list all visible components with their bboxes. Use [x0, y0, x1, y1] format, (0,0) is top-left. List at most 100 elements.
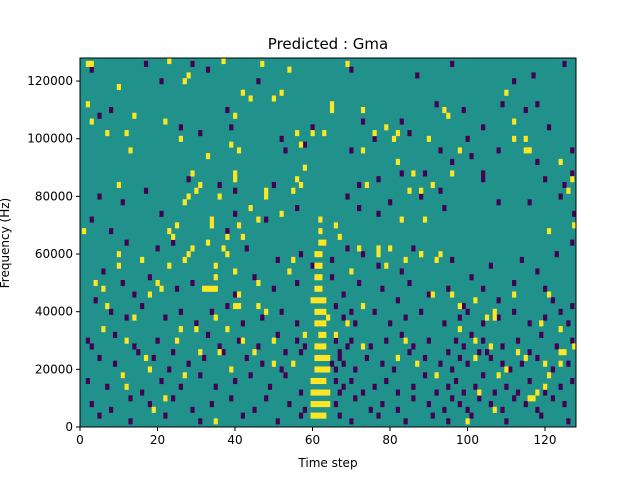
low-cell-250: [504, 383, 509, 390]
low-cell-266: [287, 401, 292, 408]
low-cell-55: [97, 193, 102, 200]
low-cell-73: [109, 228, 114, 235]
low-cell-141: [419, 308, 424, 315]
low-cell-202: [353, 366, 358, 373]
low-cell-119: [558, 308, 563, 315]
low-cell-258: [128, 395, 133, 402]
high-cell-60: [202, 285, 207, 292]
high-cell-192: [182, 372, 187, 379]
low-cell-198: [329, 360, 335, 367]
low-cell-122: [109, 308, 114, 315]
low-cell-166: [337, 349, 342, 356]
low-cell-116: [512, 279, 517, 287]
low-cell-32: [302, 141, 307, 148]
high-cell-85: [240, 337, 245, 344]
low-cell-191: [186, 360, 191, 367]
low-cell-195: [260, 360, 265, 367]
high-cell-68: [213, 274, 218, 281]
high-cell-161: [376, 245, 381, 252]
low-cell-41: [481, 170, 486, 177]
high-cell-61: [205, 285, 211, 292]
low-cell-15: [500, 101, 505, 108]
low-cell-175: [453, 337, 459, 344]
low-cell-83: [345, 245, 350, 252]
low-cell-91: [519, 256, 524, 263]
low-cell-275: [426, 401, 431, 408]
low-cell-106: [341, 291, 346, 298]
high-cell-214: [546, 372, 552, 379]
low-cell-280: [477, 395, 482, 402]
low-cell-251: [515, 389, 521, 396]
low-cell-10: [531, 72, 536, 79]
low-cell-158: [217, 343, 222, 350]
high-cell-1: [89, 60, 94, 67]
high-cell-94: [403, 337, 408, 344]
high-cell-191: [163, 395, 168, 402]
low-cell-303: [566, 418, 571, 425]
low-cell-185: [570, 337, 575, 344]
low-cell-17: [225, 107, 230, 114]
low-cell-230: [267, 383, 273, 390]
y-tick-label-0: 0: [65, 420, 73, 434]
low-cell-200: [337, 354, 342, 361]
high-cell-102: [473, 337, 478, 344]
y-tick-label-2: 40000: [35, 305, 73, 319]
high-cell-168: [291, 256, 296, 263]
y-tick-label-5: 100000: [27, 132, 73, 146]
low-cell-120: [570, 303, 575, 310]
x-axis-label: Time step: [297, 456, 357, 470]
high-cell-22: [314, 377, 319, 385]
low-cell-282: [500, 406, 505, 413]
high-cell-186: [190, 170, 195, 177]
high-cell-47: [322, 297, 327, 304]
low-cell-232: [298, 389, 304, 396]
low-cell-279: [465, 406, 470, 413]
low-cell-170: [384, 337, 389, 344]
low-cell-49: [399, 170, 404, 177]
high-cell-231: [364, 181, 369, 189]
high-cell-188: [128, 147, 133, 154]
plot-frame: [79, 57, 577, 428]
high-cell-8: [314, 412, 319, 419]
high-cell-175: [233, 176, 238, 183]
high-cell-86: [264, 308, 269, 315]
high-cell-155: [558, 158, 563, 165]
high-cell-123: [155, 279, 160, 287]
low-cell-34: [465, 135, 470, 142]
high-cell-160: [388, 245, 393, 252]
low-cell-51: [233, 187, 238, 194]
high-cell-219: [570, 176, 575, 183]
high-cell-216: [535, 389, 540, 396]
low-cell-262: [209, 401, 214, 408]
low-cell-190: [167, 366, 172, 373]
low-cell-114: [481, 285, 486, 292]
high-cell-18: [318, 389, 323, 396]
x-tick-label-5: 100: [456, 433, 479, 447]
high-cell-144: [360, 147, 366, 154]
y-tick-label-6: 120000: [27, 74, 73, 88]
high-cell-45: [314, 297, 319, 304]
low-cell-43: [543, 176, 548, 183]
high-cell-217: [572, 343, 577, 350]
high-cell-81: [198, 349, 203, 356]
high-cell-7: [310, 412, 315, 419]
high-cell-249: [140, 256, 145, 263]
plot-area: [79, 57, 577, 428]
high-cell-151: [504, 89, 509, 96]
low-cell-65: [419, 193, 424, 200]
high-cell-228: [391, 135, 397, 142]
high-cell-159: [399, 216, 404, 223]
low-cell-160: [256, 343, 261, 350]
low-cell-287: [562, 401, 567, 408]
low-cell-101: [233, 291, 238, 298]
high-cell-243: [209, 216, 214, 223]
high-cell-176: [233, 170, 238, 177]
low-cell-212: [477, 349, 482, 356]
high-cell-213: [558, 349, 563, 356]
high-cell-143: [360, 107, 366, 114]
low-cell-63: [376, 210, 381, 217]
low-cell-223: [140, 389, 145, 396]
low-cell-193: [221, 349, 226, 356]
high-cell-165: [357, 245, 362, 252]
low-cell-172: [411, 343, 416, 350]
